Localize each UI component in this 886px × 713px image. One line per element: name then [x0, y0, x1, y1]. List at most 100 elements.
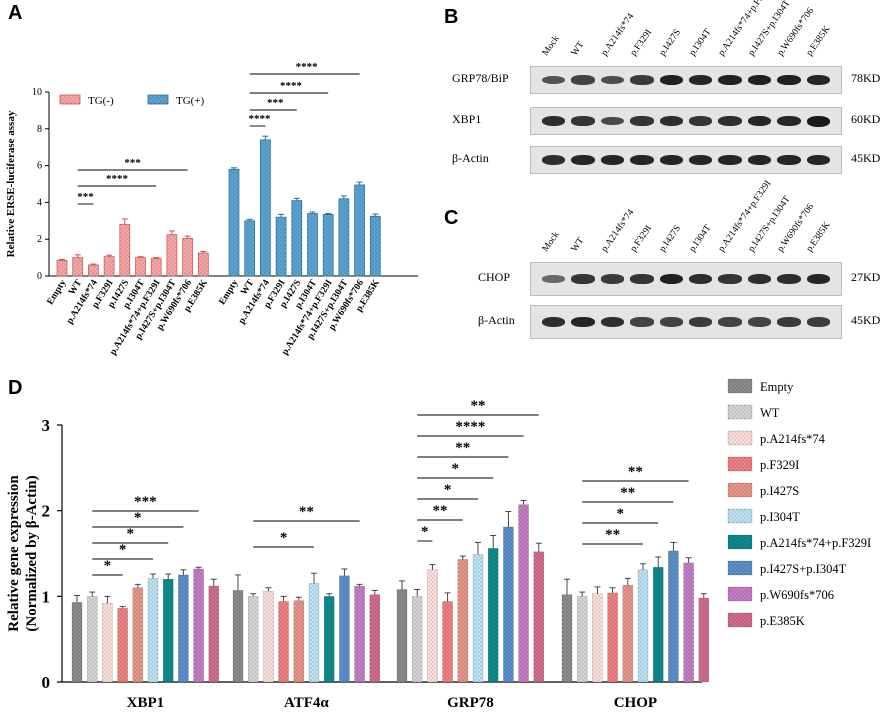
sig-label: *** [267, 97, 284, 109]
legend-label: p.W690fs*706 [760, 588, 834, 602]
sig-label: **** [296, 61, 319, 73]
bar [86, 596, 98, 683]
legend-swatch [727, 560, 753, 576]
gel-strip [530, 262, 842, 296]
blot-band [747, 74, 772, 86]
legend-label: p.I427S+p.I304T [760, 562, 847, 576]
bar [162, 578, 174, 683]
blot-row-label: XBP1 [452, 112, 482, 126]
bar [135, 257, 146, 277]
sig-label: **** [106, 173, 129, 185]
bar [71, 602, 83, 683]
bar [56, 260, 68, 277]
x-tick-label: Empty [218, 278, 241, 307]
blot-band [777, 115, 801, 127]
legend-label: Empty [760, 380, 794, 394]
blot-band [747, 154, 772, 166]
bar [576, 596, 588, 683]
bar [193, 568, 204, 683]
bar [607, 592, 618, 683]
legend-label: p.I427S [760, 484, 799, 498]
sig-label: * [451, 461, 459, 477]
gel-strip [530, 107, 842, 135]
sig-label: ** [433, 503, 448, 519]
bar [322, 214, 334, 277]
legend-swatch [59, 94, 81, 105]
sig-label: * [444, 482, 452, 498]
bar [338, 198, 350, 277]
sig-label: **** [249, 113, 272, 125]
legend-swatch [727, 456, 753, 472]
y-tick-label: 2 [37, 234, 42, 245]
x-tick-label: Empty [46, 278, 69, 307]
legend-label: p.F329I [760, 458, 799, 472]
blot-band [777, 74, 801, 86]
blot-band [689, 74, 713, 86]
blot-band [659, 115, 683, 127]
blot-band [542, 316, 566, 328]
blot-band [542, 275, 566, 283]
legend-label: p.A214fs*74+p.F329I [760, 536, 871, 550]
bar [182, 237, 193, 277]
blot-band [600, 316, 625, 328]
group-label: XBP1 [127, 695, 165, 711]
blot-band [806, 154, 830, 166]
legend-swatch [727, 482, 753, 498]
bar [683, 562, 694, 683]
blot-band [571, 274, 595, 284]
blot-band [659, 317, 683, 327]
bar [263, 590, 274, 683]
lane-label: p.E385K [805, 220, 833, 254]
blot-band [689, 154, 713, 166]
bar [307, 213, 318, 277]
kd-label: 45KD [851, 313, 881, 327]
blot-band [777, 273, 801, 285]
sig-label: * [280, 530, 288, 546]
group-label: GRP78 [447, 695, 494, 711]
blot-band [747, 115, 772, 127]
blot-row-label: GRP78/BiP [452, 71, 509, 85]
sig-label: * [616, 506, 624, 522]
lane-label: Mock [540, 230, 562, 254]
legend-swatch [147, 94, 169, 105]
lane-label: Mock [540, 34, 562, 58]
y-tick-label: 10 [32, 87, 42, 98]
bar [668, 550, 679, 683]
bar [117, 608, 128, 683]
bar [652, 566, 664, 683]
blot-band [542, 115, 566, 127]
blot-band [630, 75, 654, 85]
blot-band [689, 273, 713, 285]
gel-strip [530, 66, 842, 94]
sig-label: **** [455, 419, 485, 435]
legend-label: p.E385K [760, 614, 805, 628]
bar [150, 258, 162, 277]
bar [228, 168, 240, 277]
blot-band [542, 75, 566, 85]
legend-swatch [727, 378, 753, 394]
blot-row-label: β-Actin [478, 313, 515, 327]
bar [166, 234, 178, 277]
blot-row-label: CHOP [478, 270, 511, 284]
bar [197, 252, 209, 277]
blot-band [777, 154, 801, 166]
legend-label: TG(-) [88, 95, 114, 107]
blot-band [630, 274, 654, 284]
blot-band [718, 154, 742, 166]
legend-swatch [727, 586, 753, 602]
blot-band [718, 115, 742, 127]
sig-label: * [119, 542, 127, 558]
sig-label: *** [124, 157, 141, 169]
sig-label: *** [134, 494, 157, 510]
bar [119, 224, 131, 277]
legend-label: p.I304T [760, 510, 800, 524]
bar [442, 601, 453, 683]
bar [533, 551, 545, 683]
bar [411, 596, 423, 683]
lane-label: p.I304T [687, 27, 714, 58]
lane-label: p.I304T [687, 223, 714, 254]
bar [339, 575, 350, 683]
lane-label: p.I427S [658, 223, 684, 254]
lane-label: WT [569, 40, 587, 58]
sig-label: ** [620, 485, 635, 501]
